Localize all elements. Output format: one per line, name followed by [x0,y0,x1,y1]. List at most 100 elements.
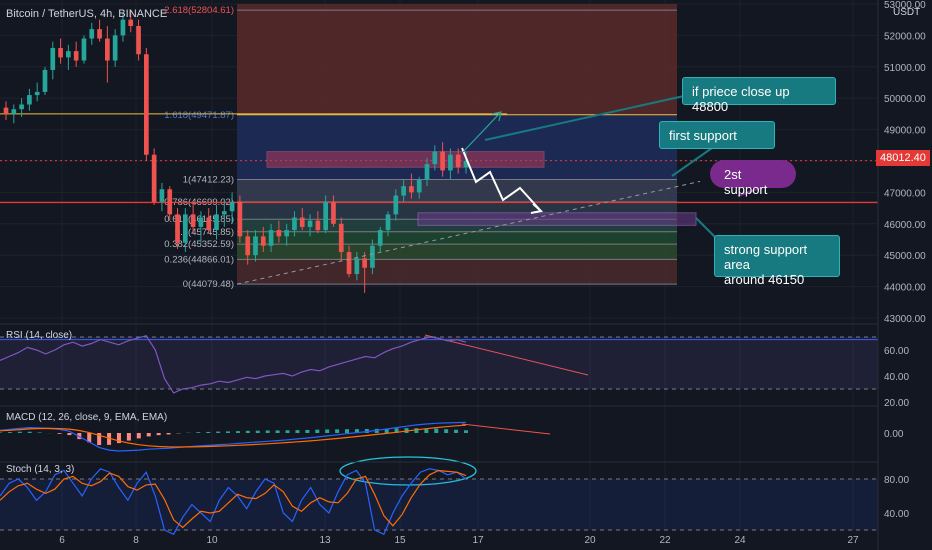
candle-body [34,91,40,96]
macd-histogram-bar [57,433,62,434]
candle-body [292,217,297,231]
macd-histogram-bar [235,431,240,433]
fib-label: 1.618(49471.87) [164,110,234,121]
candle-body [260,236,266,246]
candle-body [19,104,24,110]
macd-histogram-bar [255,430,260,433]
macd-histogram-bar [97,433,102,446]
fib-band [237,231,677,245]
stoch-d-line [0,469,467,529]
y-tick-label: 43000.00 [884,314,926,325]
fibonacci-retracement[interactable]: 2.618(52804.61) 1.618(49471.87) 1(47412.23… [164,4,677,290]
macd-histogram-bar [384,428,389,433]
candle-body [221,211,227,215]
candle-body [42,69,48,92]
callout-pointer [695,217,717,239]
fib-label: 0.382(45352.59) [164,239,234,250]
signal-line [0,424,467,448]
macd-histogram-bar [116,433,121,444]
macd-histogram-bar [206,431,211,433]
callout-48800-text: if priece close up 48800 [692,84,790,114]
macd-histogram-bar [156,433,161,436]
macd-histogram-bar [325,429,330,433]
macd-tick-label: 0.00 [884,429,904,440]
macd-histogram-bar [37,432,42,433]
macd-histogram-bar [146,433,151,437]
candle-body [159,189,165,202]
x-tick-label: 8 [133,535,139,546]
candle-body [112,35,118,61]
macd-histogram-bar [216,431,221,433]
candle-body [416,179,422,193]
stoch-highlight [339,456,477,486]
candle-body [377,230,383,246]
candle-body [284,230,290,237]
candle-body [448,154,453,171]
macd-histogram-bar [345,429,350,433]
macd-histogram-bar [87,433,92,443]
x-tick-label: 10 [206,535,218,546]
macd-histogram-bar [17,431,22,433]
callout-strong-support-line1: strong support area [724,242,808,272]
macd-histogram-bar [414,428,419,433]
candle-body [237,201,243,237]
rsi-tick-label: 60.00 [884,346,909,357]
fib-label: 0(44079.48) [183,279,234,290]
candle-body [73,51,79,61]
candle-body [354,258,360,275]
rsi-title: RSI (14, close) [6,330,72,341]
x-tick-label: 20 [584,535,596,546]
candle-body [136,25,141,55]
candle-body [89,29,95,39]
callout-second-support[interactable]: 2st support [710,160,796,197]
macd-histogram-bar [126,433,131,441]
candle-body [370,245,375,268]
y-tick-label: 53000.00 [884,0,926,11]
candle-body [409,186,414,193]
macd-histogram-bar [424,428,429,433]
macd-histogram-bar [444,429,449,433]
candle-body [27,95,32,105]
drawings[interactable] [0,95,878,486]
macd-histogram-bar [7,432,12,433]
fib-band [237,244,677,260]
breakout-arrowhead [491,111,502,122]
y-tick-label: 44000.00 [884,283,926,294]
callout-48800[interactable]: if priece close up 48800 [682,77,836,114]
macd-line [0,421,467,452]
callout-first-support-text: first support [669,128,737,143]
callout-strong-support[interactable]: strong support area around 46150 [714,235,840,287]
candle-body [401,186,406,196]
macd-histogram-bar [454,429,459,433]
callout-second-support-text: 2st support [724,167,768,197]
y-tick-label: 47000.00 [884,188,926,199]
callout-first-support[interactable]: first support [659,121,775,149]
rsi-line [0,335,467,394]
strong-support-zone [417,212,697,226]
candle-body [66,51,71,58]
candle-body [120,19,126,36]
breakout-arrow [462,112,501,153]
candle-body [167,189,173,215]
symbol-title: Bitcoin / TetherUS, 4h, BINANCE [6,8,167,20]
candle-body [3,107,9,114]
candle-body [151,154,157,202]
macd-histogram-bar [335,429,340,433]
macd-divergence [461,423,551,435]
macd-histogram-bar [315,429,320,433]
macd-histogram-bar [27,431,32,433]
candle-body [299,217,305,227]
candle-body [268,230,274,246]
candle-body [323,201,328,231]
candle-body [81,38,87,61]
macd-histogram-bar [265,430,270,433]
candle-body [50,47,56,70]
macd-histogram-bar [464,430,468,433]
candlesticks [3,10,469,293]
candle-body [315,220,321,231]
candle-body [128,19,134,26]
candle-body [393,195,399,215]
rsi-tick-label: 40.00 [884,372,909,383]
macd-histogram-bar [434,428,439,433]
stoch-tick-label: 40.00 [884,509,909,520]
